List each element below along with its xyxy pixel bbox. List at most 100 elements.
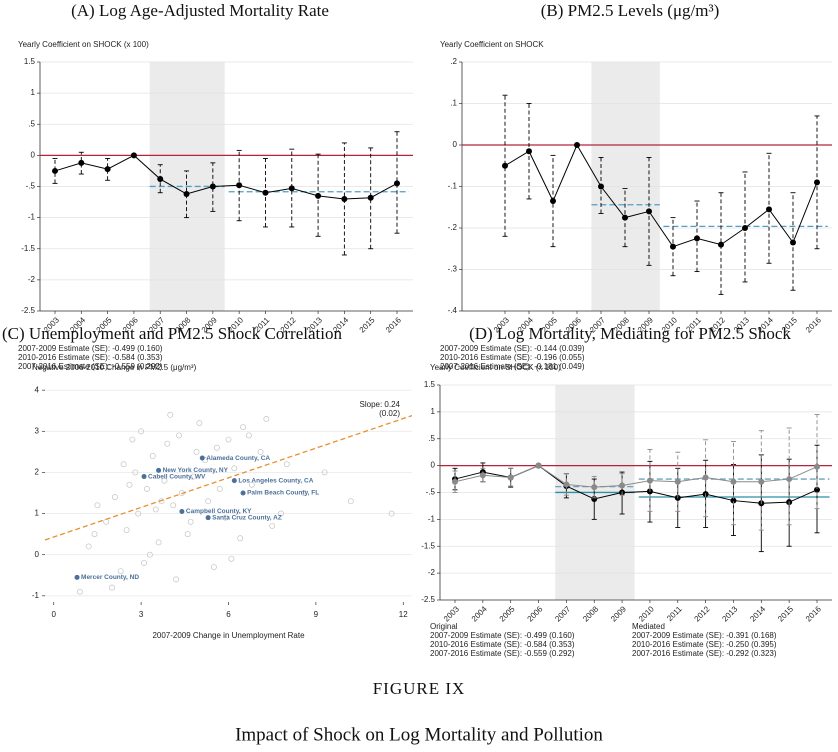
county-label: Alameda County, CA xyxy=(206,455,270,462)
scatter-point xyxy=(91,531,98,538)
scatter-point xyxy=(347,498,354,505)
scatter-point xyxy=(85,543,92,550)
scatter-point xyxy=(210,564,217,570)
highlighted-county xyxy=(231,478,237,484)
scatter-point xyxy=(222,514,229,521)
slope-se: (0.02) xyxy=(379,409,400,418)
y-tick-label: 0 xyxy=(431,461,436,470)
data-point xyxy=(814,463,820,470)
slope-label: Slope: 0.24 xyxy=(360,400,401,409)
scatter-point xyxy=(141,559,147,566)
scatter-point xyxy=(190,473,197,480)
y-tick-label: 1.5 xyxy=(24,57,36,66)
y-tick-label: 0 xyxy=(35,550,40,559)
scatter-point xyxy=(277,510,284,517)
scatter-point xyxy=(283,461,290,468)
data-point xyxy=(598,183,604,190)
y-tick-label: -1 xyxy=(428,514,436,523)
scatter-point xyxy=(149,453,156,459)
y-tick-label: -2.5 xyxy=(421,595,435,604)
scatter-point xyxy=(111,494,118,501)
x-axis-title: 2007-2009 Change in Unemployment Rate xyxy=(152,631,305,640)
county-label: Santa Cruz County, AZ xyxy=(212,514,282,521)
panel-title: (A) Log Age-Adjusted Mortality Rate xyxy=(71,1,329,20)
data-point xyxy=(52,167,58,174)
scatter-point xyxy=(143,485,150,492)
scatter-point xyxy=(388,510,395,517)
county-label: New York County, NY xyxy=(163,467,229,474)
scatter-point xyxy=(257,448,264,455)
x-tick-label: 0 xyxy=(52,610,57,619)
y-tick-label: .5 xyxy=(28,119,35,128)
data-point xyxy=(394,180,400,187)
scatter-point xyxy=(129,436,136,443)
scatter-point xyxy=(269,522,276,529)
series-line xyxy=(54,154,398,200)
data-point xyxy=(563,481,570,488)
y-tick-label: -.3 xyxy=(448,265,458,274)
highlighted-county xyxy=(179,509,185,515)
series-line xyxy=(504,143,818,248)
notes-heading: Original xyxy=(430,622,458,631)
data-point xyxy=(157,176,164,183)
scatter-point xyxy=(77,588,83,595)
note-line: 2010-2016 Estimate (SE): -0.196 (0.055) xyxy=(440,353,585,362)
note-line: 2007-2009 Estimate (SE): -0.499 (0.160) xyxy=(18,344,163,353)
y-tick-label: -1 xyxy=(28,213,36,222)
county-label: Cabell County, WV xyxy=(148,473,206,480)
county-label: Los Angeles County, CA xyxy=(238,477,313,484)
scatter-point xyxy=(187,518,194,525)
data-point xyxy=(670,243,676,250)
scatter-point xyxy=(237,535,244,542)
scatter-point xyxy=(135,510,142,517)
y-tick-label: 1 xyxy=(35,509,40,518)
scatter-point xyxy=(248,481,255,488)
note-line: 2007-2016 Estimate (SE): -0.292 (0.323) xyxy=(632,649,777,658)
y-tick-label: -.5 xyxy=(426,488,436,497)
scatter-point xyxy=(193,448,200,455)
y-tick-label: -.5 xyxy=(26,182,36,191)
data-point xyxy=(646,477,653,484)
panel-title: (B) PM2.5 Levels (μg/m³) xyxy=(541,1,720,20)
scatter-point xyxy=(228,555,235,562)
data-point xyxy=(646,208,652,215)
y-tick-label: 4 xyxy=(35,385,40,394)
x-tick-label: 12 xyxy=(399,610,408,619)
x-tick-label: 9 xyxy=(314,610,319,619)
y-tick-label: 2 xyxy=(35,468,40,477)
data-point xyxy=(288,185,295,192)
data-point xyxy=(209,183,216,190)
scatter-point xyxy=(167,411,174,418)
y-axis-title: Yearly Coefficient on SHOCK xyxy=(440,40,544,49)
note-line: 2010-2016 Estimate (SE): -0.584 (0.353) xyxy=(430,640,575,649)
scatter-point xyxy=(196,420,203,427)
scatter-point xyxy=(126,481,133,488)
scatter-point xyxy=(216,485,223,492)
data-point xyxy=(730,497,737,504)
notes-heading: Mediated xyxy=(632,622,665,631)
y-axis-title: Yearly Coefficient on SHOCK (x 100) xyxy=(430,363,561,372)
y-tick-label: -.2 xyxy=(448,223,458,232)
highlighted-county xyxy=(141,474,147,480)
x-tick-label: 6 xyxy=(226,610,231,619)
scatter-point xyxy=(146,551,153,558)
y-tick-label: 3 xyxy=(35,426,40,435)
note-line: 2007-2009 Estimate (SE): -0.499 (0.160) xyxy=(430,631,575,640)
highlighted-county xyxy=(156,467,162,473)
county-label: Mercer County, ND xyxy=(81,574,139,581)
data-point xyxy=(78,159,85,166)
data-point xyxy=(315,192,322,199)
scatter-point xyxy=(205,498,212,505)
data-point xyxy=(526,148,532,155)
data-point xyxy=(507,474,514,481)
data-point xyxy=(766,206,772,213)
data-point xyxy=(104,166,111,173)
data-point xyxy=(236,182,243,189)
scatter-point xyxy=(170,502,177,509)
scatter-point xyxy=(117,568,124,575)
data-point xyxy=(367,194,374,201)
data-point xyxy=(130,152,137,159)
scatter-point xyxy=(321,469,328,476)
data-point xyxy=(758,478,765,485)
